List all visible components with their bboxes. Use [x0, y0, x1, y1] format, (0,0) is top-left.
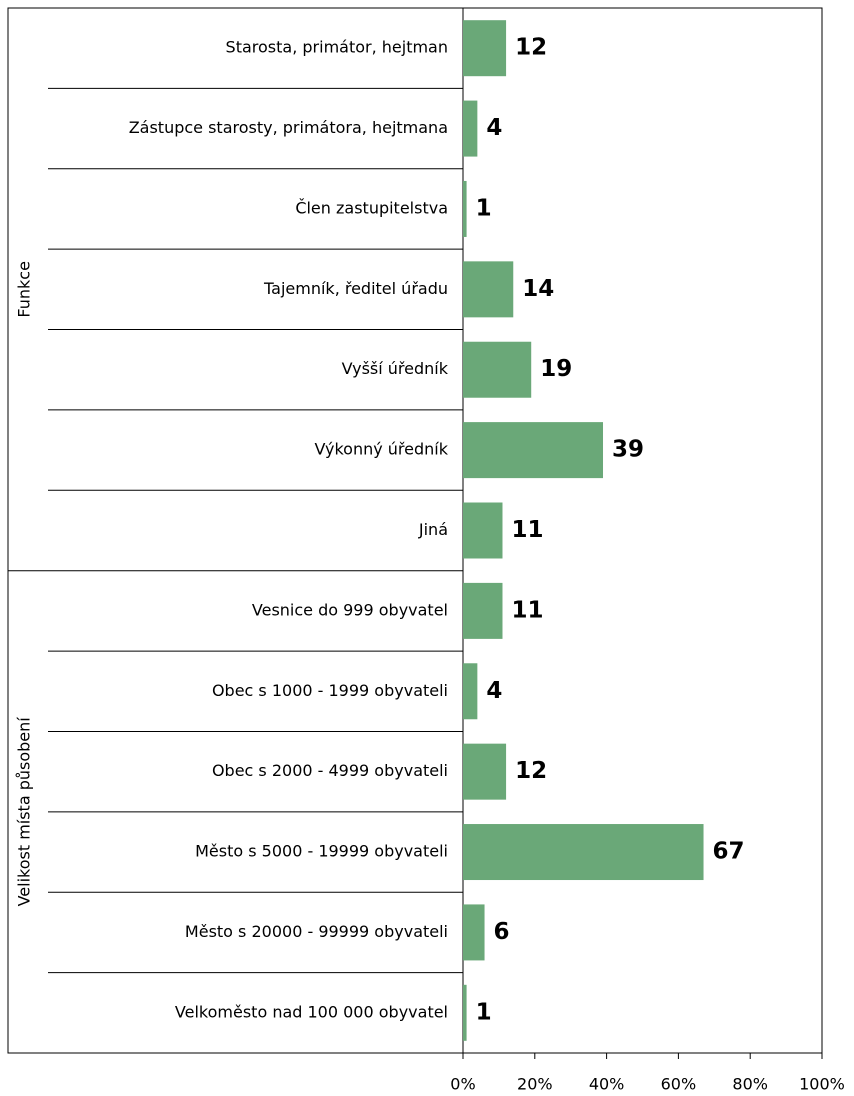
- bar: [463, 261, 514, 318]
- data-label: 12: [515, 758, 547, 784]
- bar: [463, 341, 532, 398]
- frame: [7, 7, 823, 1054]
- data-label: 11: [511, 597, 543, 623]
- category-label: Velkoměsto nad 100 000 obyvatel: [175, 1002, 448, 1021]
- bar: [463, 904, 485, 961]
- x-tick-label: 100%: [799, 1075, 845, 1094]
- category-label: Vyšší úředník: [342, 359, 449, 378]
- data-label: 39: [612, 437, 644, 463]
- x-tick-label: 60%: [661, 1075, 697, 1094]
- group-label: Funkce: [15, 261, 34, 318]
- bar: [463, 582, 503, 639]
- data-label: 4: [486, 678, 502, 704]
- category-label: Tajemník, ředitel úřadu: [263, 279, 448, 298]
- category-label: Jiná: [418, 520, 448, 539]
- data-label: 19: [540, 356, 572, 382]
- category-label: Město s 20000 - 99999 obyvateli: [185, 922, 448, 941]
- category-label: Obec s 2000 - 4999 obyvateli: [212, 761, 448, 780]
- category-label: Výkonný úředník: [314, 440, 448, 459]
- bar: [463, 502, 503, 559]
- category-label: Obec s 1000 - 1999 obyvateli: [212, 681, 448, 700]
- data-label: 1: [476, 999, 492, 1025]
- data-label: 12: [515, 35, 547, 61]
- data-label: 6: [494, 919, 510, 945]
- x-tick-label: 80%: [732, 1075, 768, 1094]
- group-label: Velikost místa působení: [15, 717, 34, 907]
- category-label: Zástupce starosty, primátora, hejtmana: [129, 118, 448, 137]
- bar: [463, 100, 478, 157]
- bar: [463, 20, 507, 77]
- bar: [463, 743, 507, 800]
- data-label: 1: [476, 195, 492, 221]
- category-label: Starosta, primátor, hejtman: [226, 38, 448, 57]
- x-tick-label: 40%: [589, 1075, 625, 1094]
- bar: [463, 984, 467, 1041]
- x-tick-label: 20%: [517, 1075, 553, 1094]
- category-label: Město s 5000 - 19999 obyvateli: [195, 842, 448, 861]
- bar: [463, 422, 604, 479]
- bar: [463, 824, 704, 881]
- data-label: 11: [511, 517, 543, 543]
- bar: [463, 663, 478, 720]
- data-label: 4: [486, 115, 502, 141]
- category-label: Vesnice do 999 obyvatel: [252, 600, 448, 619]
- category-label: Člen zastupitelstva: [295, 198, 448, 217]
- data-label: 14: [522, 276, 554, 302]
- x-tick-label: 0%: [450, 1075, 475, 1094]
- bar: [463, 180, 467, 237]
- data-label: 67: [713, 839, 745, 865]
